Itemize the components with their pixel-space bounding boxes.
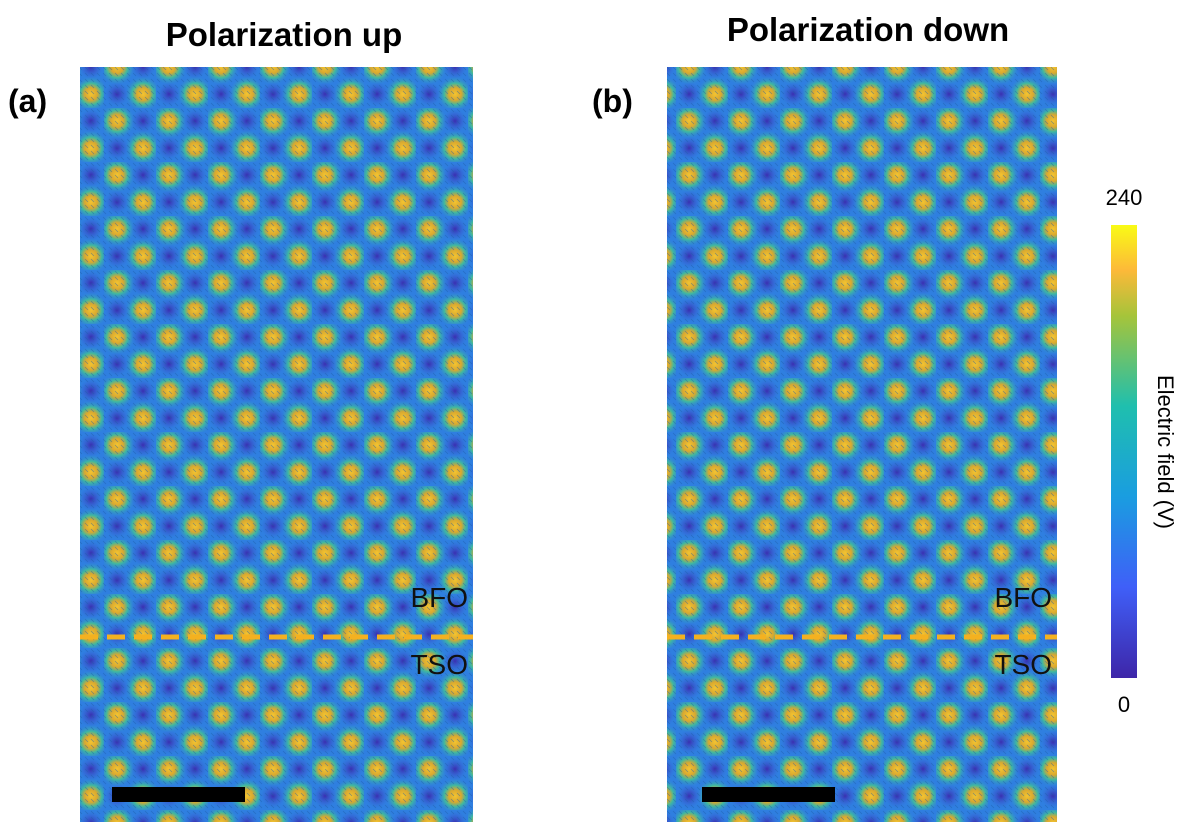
panel-title: Polarization up	[166, 16, 403, 53]
colorbar-max: 240	[1106, 185, 1143, 210]
scale-bar	[702, 787, 835, 802]
field-texture	[80, 67, 473, 822]
figure: Polarization up (a) BFO TSO Polarization…	[0, 0, 1185, 822]
colorbar	[1111, 225, 1137, 678]
field-texture	[667, 67, 1057, 822]
region-label: BFO	[410, 582, 468, 613]
scale-bar	[112, 787, 245, 802]
colorbar-min: 0	[1118, 692, 1130, 717]
region-label: BFO	[994, 582, 1052, 613]
colorbar-label: Electric field (V)	[1153, 375, 1178, 529]
panel-label: (b)	[592, 83, 633, 119]
region-label: TSO	[994, 649, 1052, 680]
region-label: TSO	[410, 649, 468, 680]
panel-label: (a)	[8, 83, 47, 119]
panel-title: Polarization down	[727, 11, 1009, 48]
page: Polarization up (a) BFO TSO Polarization…	[0, 0, 1185, 822]
